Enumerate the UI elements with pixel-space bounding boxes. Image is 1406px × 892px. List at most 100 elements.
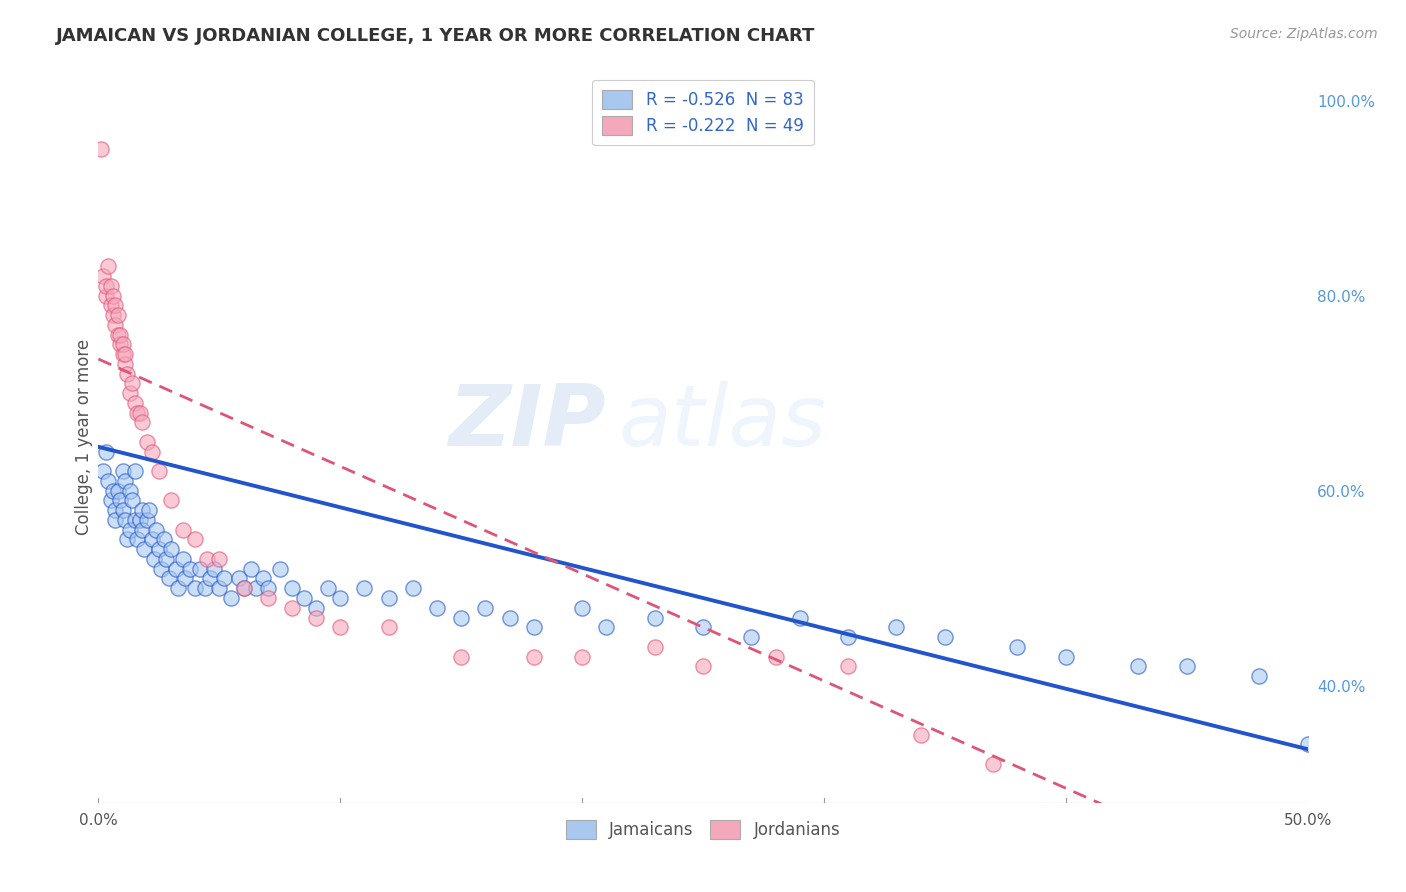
Point <box>100 493 122 508</box>
Point <box>91 269 114 284</box>
Point <box>118 386 141 401</box>
Point <box>94 288 117 302</box>
Point <box>101 483 124 498</box>
Point <box>204 562 226 576</box>
Point <box>100 279 122 293</box>
Point <box>121 376 143 391</box>
Point <box>221 591 243 605</box>
Point <box>100 298 122 312</box>
Point <box>107 308 129 322</box>
Point <box>114 474 136 488</box>
Point <box>101 288 124 302</box>
Point <box>143 552 166 566</box>
Point <box>104 513 127 527</box>
Point <box>765 649 787 664</box>
Point <box>1054 649 1077 664</box>
Point <box>94 279 117 293</box>
Point <box>571 600 593 615</box>
Point <box>104 298 127 312</box>
Point <box>1128 659 1150 673</box>
Point <box>184 581 207 595</box>
Point <box>837 630 859 644</box>
Text: Source: ZipAtlas.com: Source: ZipAtlas.com <box>1230 27 1378 41</box>
Point <box>644 640 666 654</box>
Point <box>121 493 143 508</box>
Point <box>104 318 127 332</box>
Point <box>910 727 932 741</box>
Point <box>886 620 908 634</box>
Point <box>90 142 112 156</box>
Point <box>212 572 235 586</box>
Point <box>198 572 221 586</box>
Point <box>117 367 139 381</box>
Point <box>111 464 134 478</box>
Point <box>228 572 250 586</box>
Point <box>152 533 174 547</box>
Text: JAMAICAN VS JORDANIAN COLLEGE, 1 YEAR OR MORE CORRELATION CHART: JAMAICAN VS JORDANIAN COLLEGE, 1 YEAR OR… <box>56 27 815 45</box>
Point <box>239 562 262 576</box>
Point <box>305 600 328 615</box>
Point <box>111 337 134 351</box>
Point <box>135 513 157 527</box>
Point <box>256 581 278 595</box>
Point <box>111 347 134 361</box>
Point <box>329 620 352 634</box>
Point <box>195 552 218 566</box>
Point <box>292 591 315 605</box>
Point <box>450 649 472 664</box>
Point <box>107 483 129 498</box>
Point <box>148 464 170 478</box>
Point <box>124 513 146 527</box>
Point <box>138 503 160 517</box>
Point <box>104 503 127 517</box>
Point <box>1249 669 1271 683</box>
Point <box>474 600 496 615</box>
Point <box>141 444 163 458</box>
Point <box>1007 640 1029 654</box>
Point <box>101 308 124 322</box>
Point <box>402 581 425 595</box>
Point <box>377 620 399 634</box>
Point <box>498 610 520 624</box>
Point <box>165 562 187 576</box>
Text: atlas: atlas <box>619 381 827 464</box>
Point <box>91 464 114 478</box>
Point <box>114 357 136 371</box>
Point <box>426 600 449 615</box>
Point <box>377 591 399 605</box>
Point <box>97 474 120 488</box>
Point <box>128 406 150 420</box>
Point <box>145 523 167 537</box>
Point <box>148 542 170 557</box>
Point <box>269 562 291 576</box>
Point <box>118 523 141 537</box>
Point <box>934 630 956 644</box>
Legend: Jamaicans, Jordanians: Jamaicans, Jordanians <box>560 814 846 846</box>
Point <box>232 581 254 595</box>
Point <box>523 620 546 634</box>
Point <box>188 562 211 576</box>
Point <box>172 552 194 566</box>
Point <box>1296 737 1319 751</box>
Point <box>1175 659 1198 673</box>
Point <box>172 523 194 537</box>
Point <box>127 533 149 547</box>
Point <box>174 572 197 586</box>
Point <box>329 591 352 605</box>
Point <box>194 581 217 595</box>
Point <box>981 756 1004 771</box>
Point <box>353 581 375 595</box>
Point <box>134 542 156 557</box>
Point <box>155 552 177 566</box>
Point <box>740 630 762 644</box>
Point <box>167 581 190 595</box>
Point <box>644 610 666 624</box>
Point <box>131 416 153 430</box>
Point <box>141 533 163 547</box>
Point <box>245 581 267 595</box>
Point <box>232 581 254 595</box>
Point <box>571 649 593 664</box>
Point <box>150 562 173 576</box>
Point <box>131 503 153 517</box>
Point <box>157 572 180 586</box>
